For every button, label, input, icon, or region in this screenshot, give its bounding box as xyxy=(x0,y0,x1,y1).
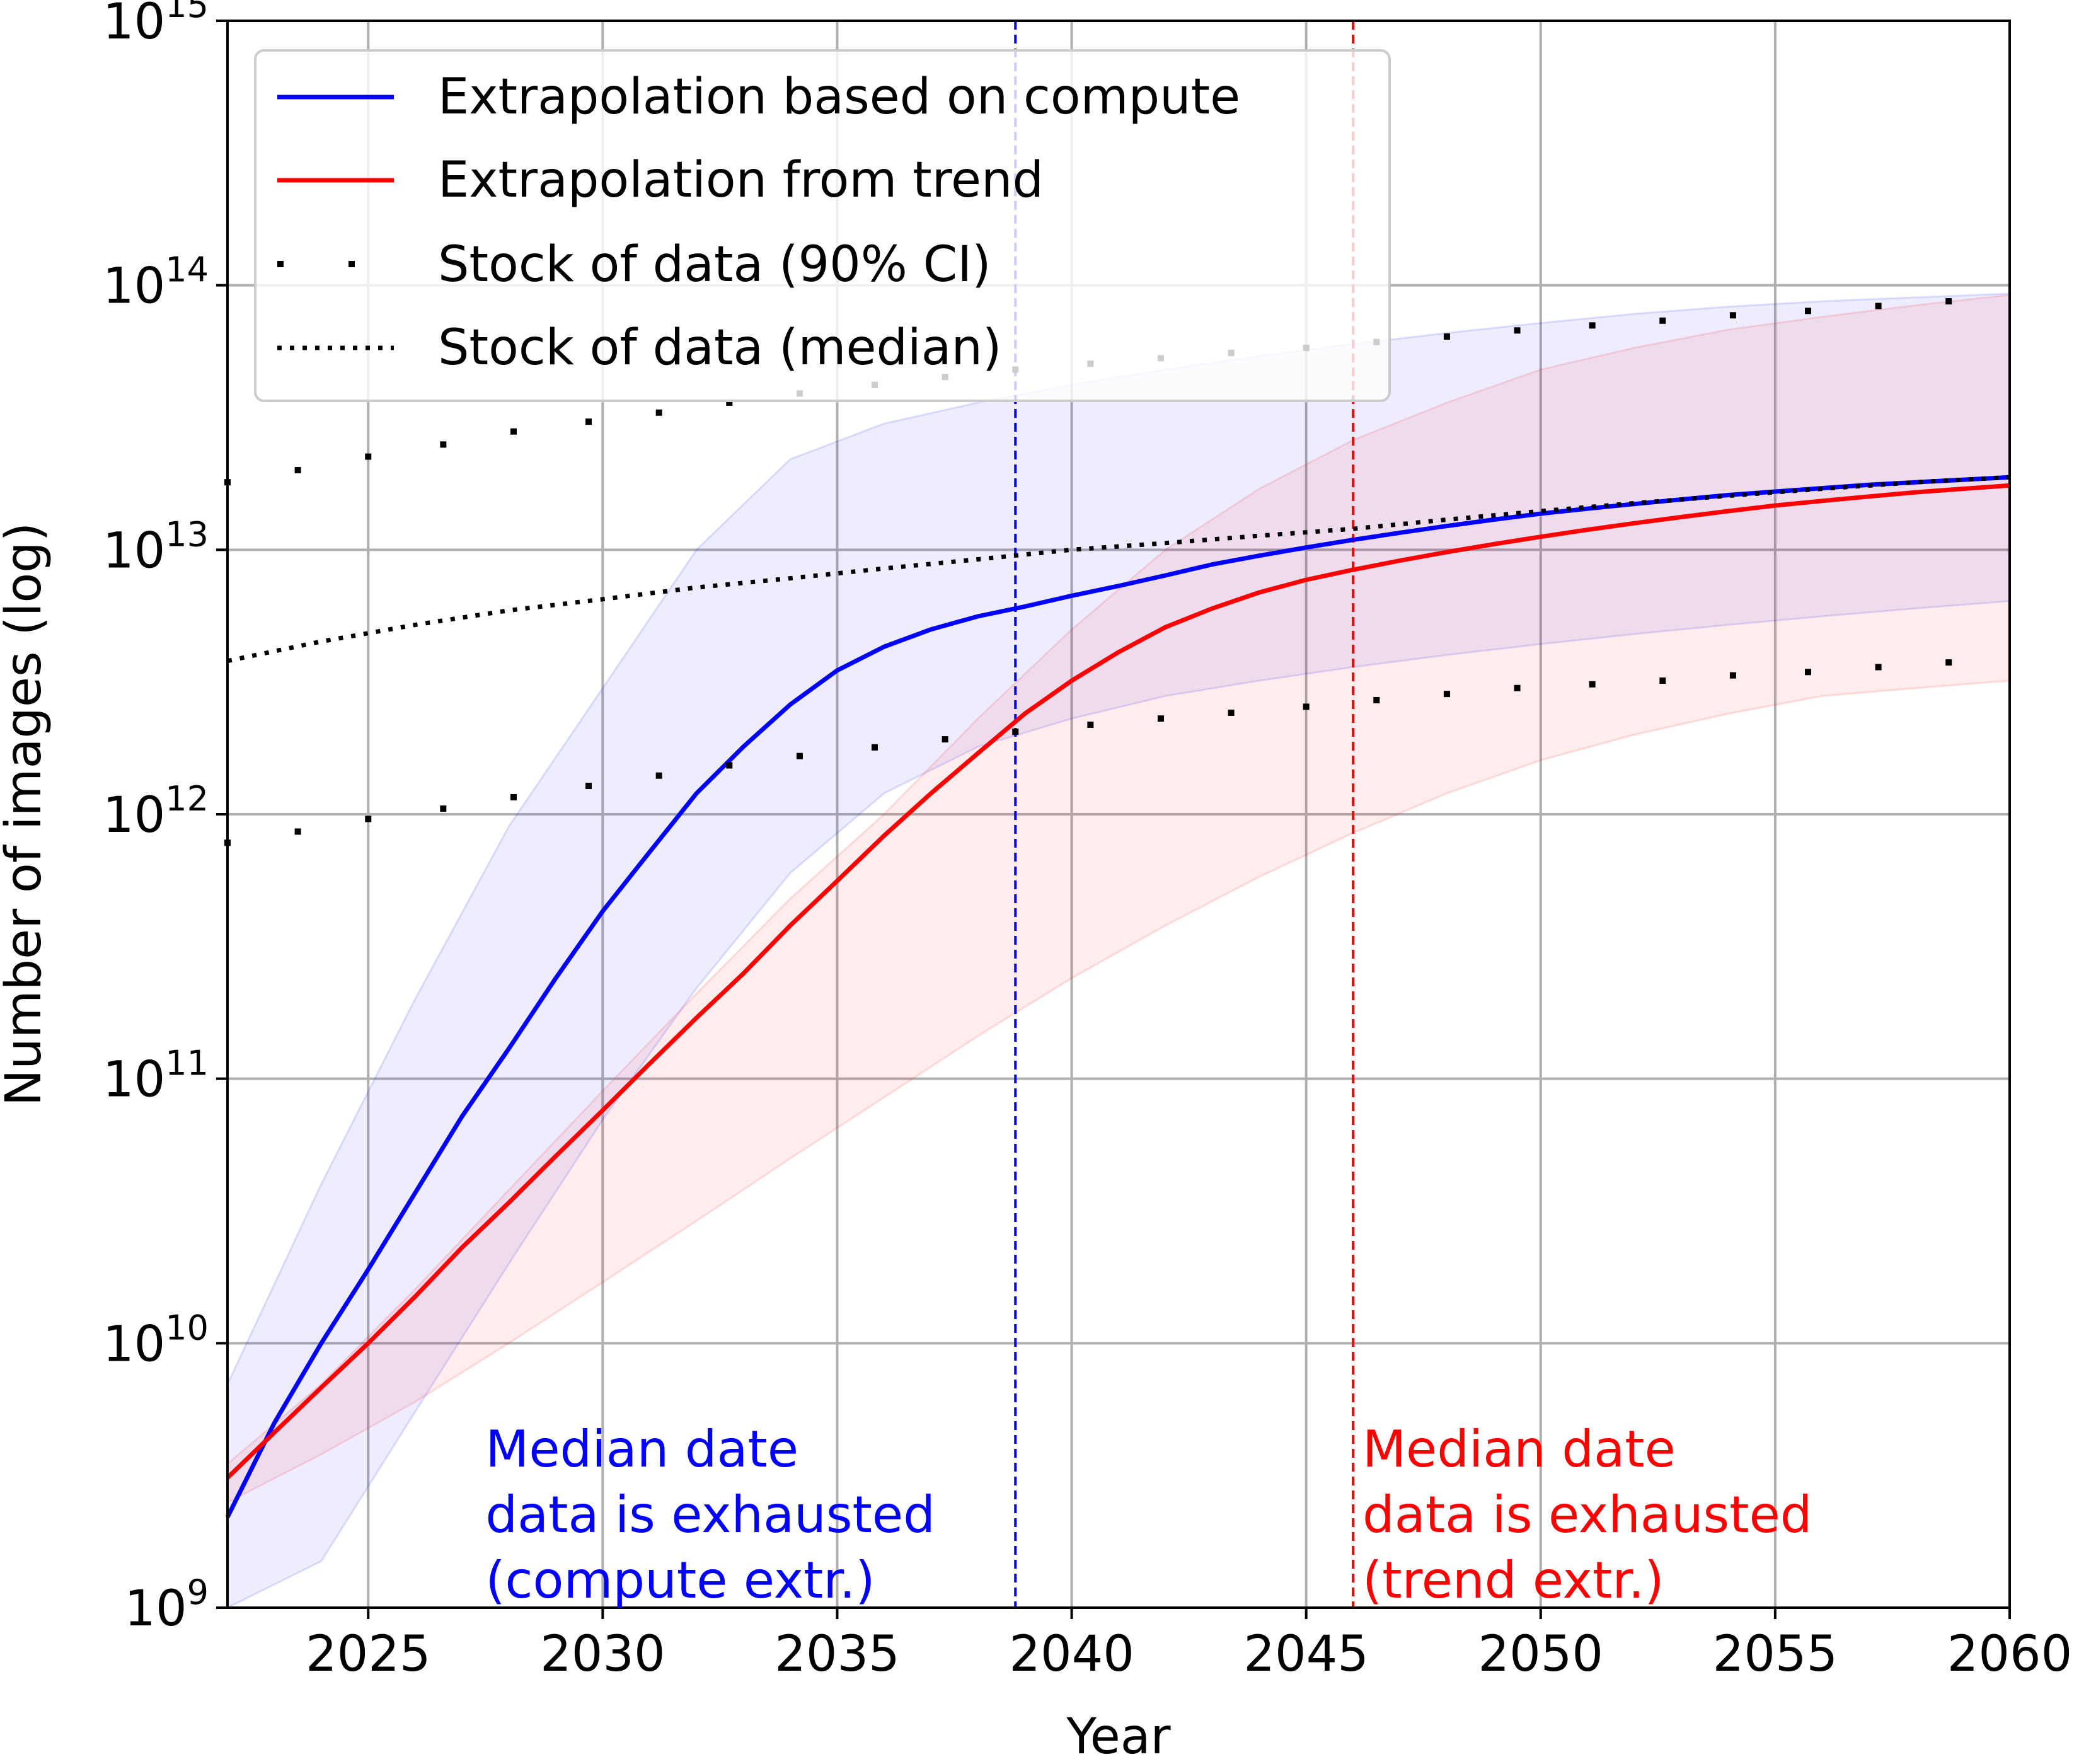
stock-ci-point xyxy=(440,441,447,448)
annotation-line: (compute extr.) xyxy=(485,1551,875,1610)
y-tick-label: 1010 xyxy=(103,1308,209,1373)
stock-ci-point xyxy=(1945,659,1952,666)
stock-ci-point xyxy=(1443,691,1450,698)
stock-ci-point xyxy=(1729,312,1736,319)
x-axis-label: Year xyxy=(1066,1709,1171,1764)
annotation-line: Median date xyxy=(485,1420,798,1479)
stock-ci-point xyxy=(1589,681,1596,688)
legend-swatch-ci-dot-1 xyxy=(277,261,284,267)
series-line xyxy=(226,483,2010,1480)
stock-ci-point xyxy=(1804,308,1811,314)
stock-ci-point xyxy=(726,762,733,769)
stock-ci-point xyxy=(294,467,301,474)
y-tick-label: 109 xyxy=(124,1572,209,1637)
stock-ci-point xyxy=(942,736,948,743)
stock-ci-point xyxy=(872,744,878,751)
stock-ci-point xyxy=(1012,729,1019,735)
y-tick-label: 1011 xyxy=(103,1044,209,1109)
x-tick-label: 2060 xyxy=(1947,1626,2073,1683)
annotation-line: Median date xyxy=(1362,1420,1676,1479)
series-line xyxy=(225,475,2010,1518)
legend: Extrapolation based on compute Extrapola… xyxy=(254,49,1391,402)
stock-ci-point xyxy=(1589,322,1596,329)
stock-ci-point xyxy=(726,399,733,406)
stock-ci-point xyxy=(1087,721,1094,728)
stock-ci-point xyxy=(796,752,803,759)
annotation-line: (trend extr.) xyxy=(1362,1551,1664,1610)
stock-ci-point xyxy=(1875,303,1882,309)
stock-ci-point xyxy=(440,805,447,812)
stock-ci-point xyxy=(1514,684,1521,691)
x-tick-label: 2050 xyxy=(1478,1626,1604,1683)
stock-ci-point xyxy=(1659,317,1666,324)
legend-label-median: Stock of data (median) xyxy=(438,320,1001,376)
stock-ci-point xyxy=(1303,703,1310,710)
stock-ci-point xyxy=(585,418,592,425)
stock-ci-point xyxy=(1875,664,1882,671)
stock-ci-point xyxy=(655,772,662,779)
stock-ci-point xyxy=(585,783,592,790)
legend-swatch-ci-dot-2 xyxy=(348,261,355,267)
x-tick-label: 2055 xyxy=(1713,1626,1838,1683)
x-axis-ticks: 2025 2030 2035 2040 2045 2050 2055 2060 xyxy=(306,1608,2072,1683)
stock-median-line xyxy=(227,475,2010,664)
x-tick-label: 2035 xyxy=(775,1626,900,1683)
stock-ci-point xyxy=(1228,709,1235,716)
x-tick-label: 2040 xyxy=(1009,1626,1134,1683)
series-lines xyxy=(224,298,2010,1518)
stock-ci-point xyxy=(510,793,517,800)
stock-ci-point xyxy=(1514,327,1521,334)
stock-ci-point xyxy=(1945,298,1952,305)
annotation-line: data is exhausted xyxy=(1362,1485,1812,1544)
stock-ci-point xyxy=(1157,715,1164,722)
legend-label-trend: Extrapolation from trend xyxy=(438,152,1044,209)
stock-ci-point xyxy=(1443,333,1450,340)
y-tick-label: 1012 xyxy=(103,779,209,844)
stock-ci-point xyxy=(655,409,662,416)
stock-ci-point xyxy=(1729,672,1736,679)
stock-ci-point xyxy=(365,816,372,822)
y-tick-label: 1015 xyxy=(103,0,209,50)
legend-box xyxy=(254,49,1391,402)
y-tick-label: 1014 xyxy=(103,250,209,315)
y-axis-label: Number of images (log) xyxy=(0,522,52,1106)
x-tick-label: 2030 xyxy=(540,1626,665,1683)
y-axis-ticks: 109 1010 1011 1012 1013 1014 1015 xyxy=(103,0,227,1637)
annotation-line: data is exhausted xyxy=(485,1485,935,1544)
stock-ci-point xyxy=(510,428,517,435)
annotations: Median date data is exhausted (compute ext… xyxy=(485,1420,1812,1610)
legend-label-compute: Extrapolation based on compute xyxy=(438,69,1240,125)
stock-ci-point xyxy=(294,828,301,835)
stock-ci-point xyxy=(1373,696,1380,703)
legend-label-ci: Stock of data (90% CI) xyxy=(438,236,991,293)
y-tick-label: 1013 xyxy=(103,514,209,579)
x-tick-label: 2025 xyxy=(306,1626,431,1683)
x-tick-label: 2045 xyxy=(1243,1626,1369,1683)
stock-ci-point xyxy=(1804,669,1811,676)
stock-ci-point xyxy=(365,453,372,460)
stock-ci-point xyxy=(1659,677,1666,684)
